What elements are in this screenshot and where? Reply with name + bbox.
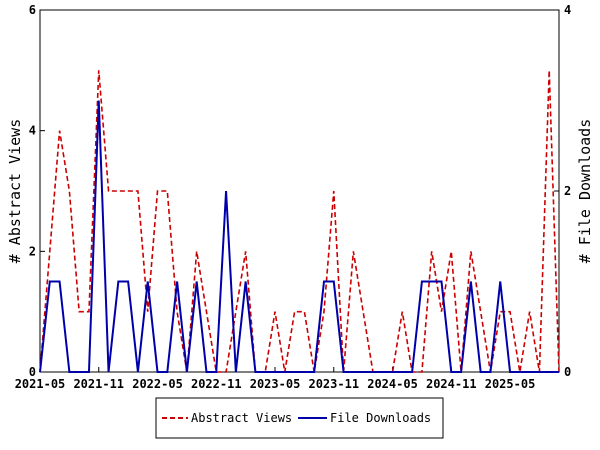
left-tick-label: 6 xyxy=(29,3,36,17)
right-axis-title: # File Downloads xyxy=(576,119,594,264)
x-tick-label: 2022-11 xyxy=(191,377,242,391)
legend: Abstract Views File Downloads xyxy=(155,397,444,439)
legend-label-abstract-views: Abstract Views xyxy=(191,411,292,425)
right-tick-label: 4 xyxy=(564,3,571,17)
x-tick-label: 2024-05 xyxy=(367,377,418,391)
x-tick-label: 2025-05 xyxy=(485,377,536,391)
x-tick-label: 2022-05 xyxy=(132,377,183,391)
x-axis-ticks: 2021-05 2021-11 2022-05 2022-11 2023-05 2023-… xyxy=(15,367,536,391)
right-tick-label: 2 xyxy=(564,184,571,198)
left-axis-title: # Abstract Views xyxy=(6,119,24,264)
x-tick-label: 2024-11 xyxy=(426,377,477,391)
legend-label-file-downloads: File Downloads xyxy=(330,411,431,425)
left-tick-label: 4 xyxy=(29,124,36,138)
x-tick-label: 2023-11 xyxy=(308,377,359,391)
series-layer xyxy=(39,70,560,373)
x-tick-label: 2021-05 xyxy=(15,377,66,391)
left-tick-label: 2 xyxy=(29,244,36,258)
left-tick-label: 0 xyxy=(29,365,36,379)
x-tick-label: 2021-11 xyxy=(73,377,124,391)
series-line-file-downloads xyxy=(39,100,559,373)
x-tick-label: 2023-05 xyxy=(250,377,301,391)
series-points-file-downloads xyxy=(39,100,560,373)
series-line-abstract-views xyxy=(39,70,560,373)
right-tick-label: 0 xyxy=(564,365,571,379)
